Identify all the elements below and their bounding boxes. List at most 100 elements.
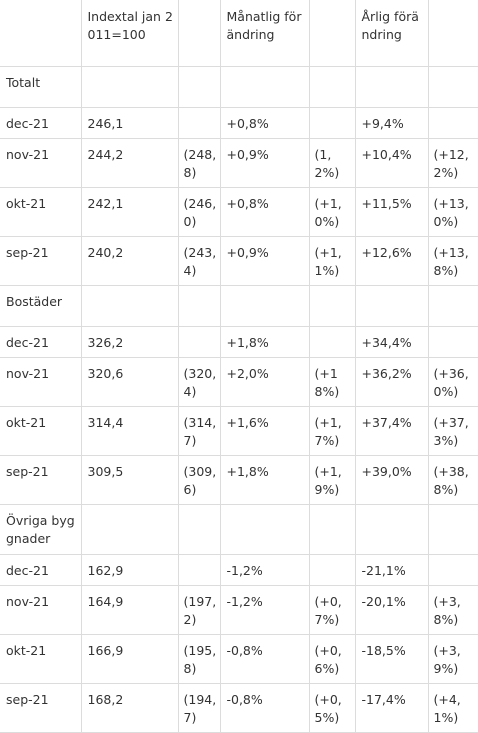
table-row: sep-21 240,2 (243,4) +0,9% (+1,1%) +12,6% (+13… (0, 235, 478, 286)
table-cell (308, 503, 356, 555)
table-cell: (197,2) (177, 584, 221, 635)
table-row: okt-21 314,4 (314,7) +1,6% (+1,7%) +37,4% (+37… (0, 405, 478, 456)
table-cell (308, 284, 356, 327)
table-cell (177, 553, 221, 586)
table-cell: -18,5% (354, 633, 429, 684)
section-row: Totalt (0, 65, 478, 108)
table-cell: (320,4) (177, 356, 221, 407)
table-cell (177, 503, 221, 555)
table-cell: (+4,1%) (427, 682, 478, 733)
period-cell: sep-21 (0, 235, 82, 286)
table-row: okt-21 242,1 (246,0) +0,8% (+1,0%) +11,5% (+13… (0, 186, 478, 237)
period-cell: nov-21 (0, 356, 82, 407)
period-cell: okt-21 (0, 405, 82, 456)
table-cell: (+13,8%) (427, 235, 478, 286)
table-cell: +2,0% (219, 356, 310, 407)
table-row: dec-21 246,1 +0,8% +9,4% (0, 106, 478, 139)
table-cell (427, 553, 478, 586)
period-cell: dec-21 (0, 325, 82, 358)
table-cell (219, 503, 310, 555)
table-cell: 326,2 (80, 325, 179, 358)
header-monthly-change: Månatlig förändring (219, 0, 310, 67)
table-cell (308, 106, 356, 139)
header-cell-6 (427, 0, 478, 67)
table-cell: -0,8% (219, 682, 310, 733)
table-cell (308, 553, 356, 586)
table-cell: (+0,5%) (308, 682, 356, 733)
table-cell: +0,9% (219, 235, 310, 286)
table-cell: -21,1% (354, 553, 429, 586)
table-cell: -1,2% (219, 584, 310, 635)
table-cell (354, 284, 429, 327)
table-row: nov-21 320,6 (320,4) +2,0% (+18%) +36,2% (+36,… (0, 356, 478, 407)
table-cell: 246,1 (80, 106, 179, 139)
section-row: Övriga byggnader (0, 503, 478, 555)
header-cell-0 (0, 0, 82, 67)
table-cell: 320,6 (80, 356, 179, 407)
header-cell-4 (308, 0, 356, 67)
table-cell: 240,2 (80, 235, 179, 286)
table-cell: +12,6% (354, 235, 429, 286)
table-cell: 168,2 (80, 682, 179, 733)
table-cell: (+12,2%) (427, 137, 478, 188)
table-row: nov-21 164,9 (197,2) -1,2% (+0,7%) -20,1% (+3,… (0, 584, 478, 635)
table-cell: +1,6% (219, 405, 310, 456)
table-cell (177, 65, 221, 108)
table-cell (354, 503, 429, 555)
table-cell (427, 503, 478, 555)
table-cell: -0,8% (219, 633, 310, 684)
table-cell: (+0,7%) (308, 584, 356, 635)
table-row: sep-21 168,2 (194,7) -0,8% (+0,5%) -17,4% (+4,… (0, 682, 478, 733)
table-row: sep-21 309,5 (309,6) +1,8% (+1,9%) +39,0% (+38… (0, 454, 478, 505)
table-cell: +9,4% (354, 106, 429, 139)
table-cell: +39,0% (354, 454, 429, 505)
table-cell: +1,8% (219, 325, 310, 358)
header-cell-2 (177, 0, 221, 67)
table-cell: (195,8) (177, 633, 221, 684)
table-cell (427, 65, 478, 108)
table-cell: (+38,8%) (427, 454, 478, 505)
table-cell: (1,2%) (308, 137, 356, 188)
table-cell (80, 503, 179, 555)
section-label: Övriga byggnader (0, 503, 82, 555)
table-cell: -17,4% (354, 682, 429, 733)
table-cell: 309,5 (80, 454, 179, 505)
table-cell (354, 65, 429, 108)
table-cell: +0,9% (219, 137, 310, 188)
table-cell (219, 65, 310, 108)
table-cell: (+37,3%) (427, 405, 478, 456)
table-cell (80, 65, 179, 108)
table-row: dec-21 326,2 +1,8% +34,4% (0, 325, 478, 358)
table-cell: +34,4% (354, 325, 429, 358)
table-cell: +10,4% (354, 137, 429, 188)
table-cell: -1,2% (219, 553, 310, 586)
table-cell (80, 284, 179, 327)
section-label: Bostäder (0, 284, 82, 327)
table-row: okt-21 166,9 (195,8) -0,8% (+0,6%) -18,5% (+3,… (0, 633, 478, 684)
table-cell (177, 325, 221, 358)
table-cell: (+18%) (308, 356, 356, 407)
table-cell (177, 106, 221, 139)
period-cell: dec-21 (0, 106, 82, 139)
table-cell (427, 325, 478, 358)
table-cell: (+13,0%) (427, 186, 478, 237)
table-cell: (246,0) (177, 186, 221, 237)
table-cell: (+1,7%) (308, 405, 356, 456)
table-cell: (+36,0%) (427, 356, 478, 407)
period-cell: nov-21 (0, 137, 82, 188)
period-cell: okt-21 (0, 633, 82, 684)
table-cell (219, 284, 310, 327)
period-cell: sep-21 (0, 682, 82, 733)
table-cell: (309,6) (177, 454, 221, 505)
period-cell: okt-21 (0, 186, 82, 237)
period-cell: nov-21 (0, 584, 82, 635)
table-cell: 314,4 (80, 405, 179, 456)
table-body: Totalt dec-21 246,1 +0,8% +9,4% nov-21 244,2 (2… (0, 65, 478, 733)
table-row: nov-21 244,2 (248,8) +0,9% (1,2%) +10,4% (+12,… (0, 137, 478, 188)
table-cell (308, 65, 356, 108)
period-cell: sep-21 (0, 454, 82, 505)
table-cell: (+1,1%) (308, 235, 356, 286)
header-yearly-change: Årlig förändring (354, 0, 429, 67)
table-cell: +0,8% (219, 186, 310, 237)
